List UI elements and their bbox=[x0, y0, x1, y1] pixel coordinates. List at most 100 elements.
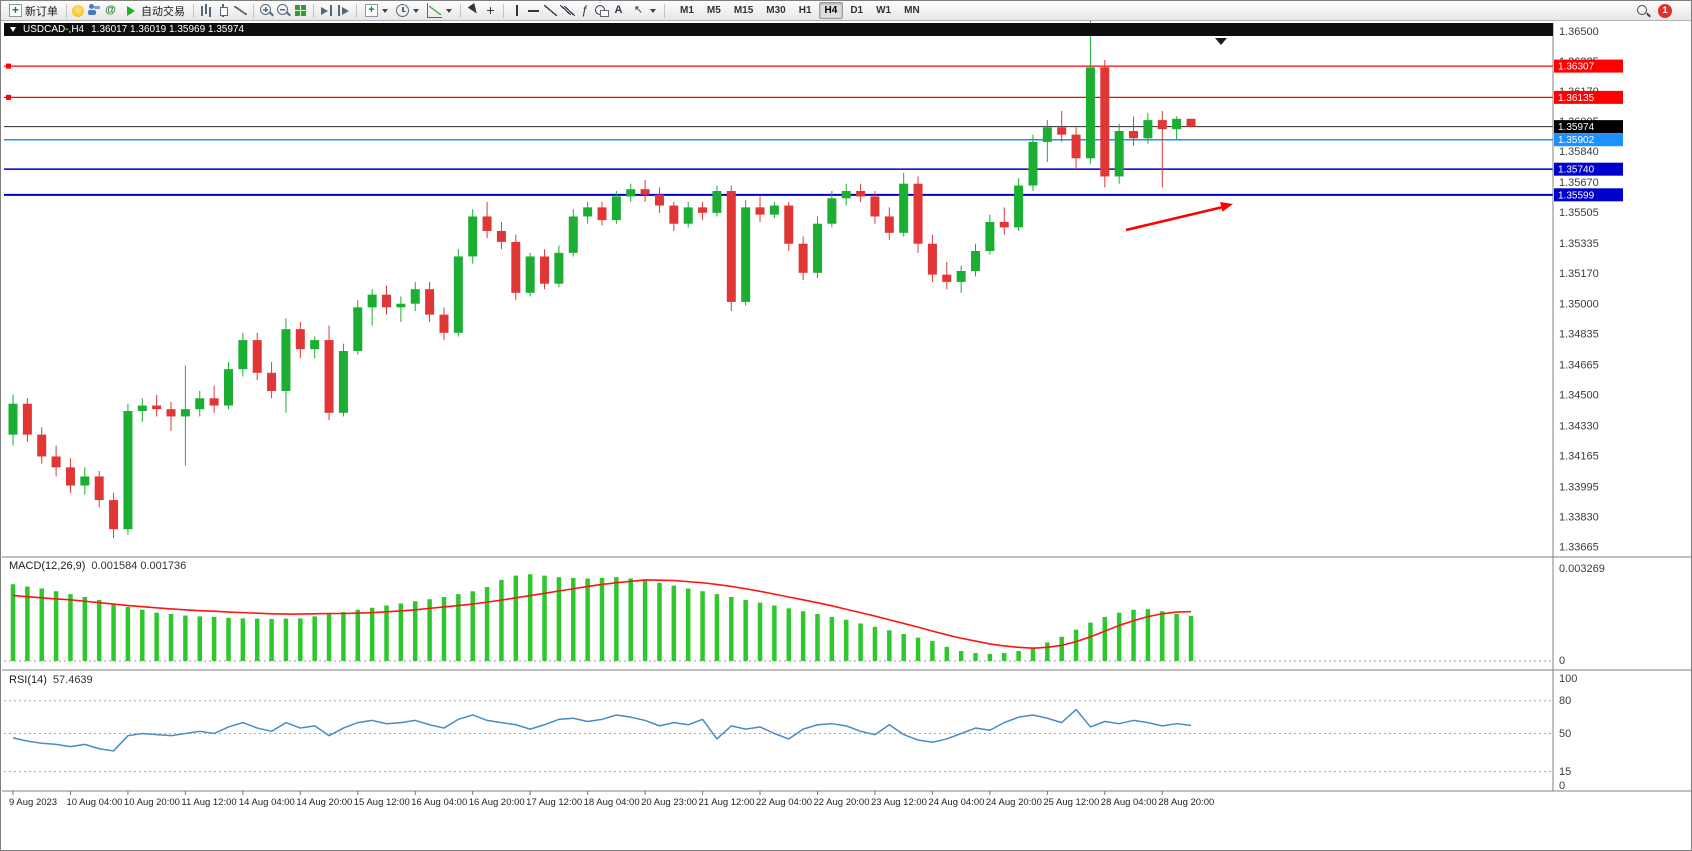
crosshair-tool-icon[interactable] bbox=[483, 3, 498, 18]
channel-tool-icon[interactable] bbox=[560, 3, 575, 18]
rsi-value: 57.4639 bbox=[52, 674, 93, 686]
new-order-button[interactable]: 新订单 bbox=[6, 2, 61, 20]
vertical-line-tool-icon[interactable] bbox=[509, 3, 524, 18]
chart-dropdown-icon[interactable] bbox=[10, 27, 16, 32]
toolbar-separator bbox=[664, 3, 665, 18]
timeframe-button-m30[interactable]: M30 bbox=[766, 5, 786, 16]
timeframe-button-m15[interactable]: M15 bbox=[733, 5, 754, 16]
chart-shift-icon[interactable] bbox=[336, 3, 351, 18]
price-axis-label: 1.34665 bbox=[1559, 360, 1599, 372]
macd-axis-label: 0 bbox=[1559, 655, 1565, 667]
autotrading-button[interactable]: 自动交易 bbox=[120, 2, 188, 20]
price-axis-label: 1.35840 bbox=[1559, 146, 1599, 158]
price-axis-label: 1.33830 bbox=[1559, 511, 1599, 523]
horizontal-line-tool-icon[interactable] bbox=[526, 3, 541, 18]
price-badge-value: 1.35974 bbox=[1558, 122, 1595, 133]
time-axis-label: 17 Aug 12:00 bbox=[526, 797, 582, 808]
timeframe-button-d1[interactable]: D1 bbox=[850, 5, 864, 16]
toolbar-separator bbox=[460, 3, 461, 18]
timeframe-button-h4[interactable]: H4 bbox=[818, 2, 844, 19]
price-badge bbox=[1554, 120, 1623, 134]
toolbar-separator bbox=[503, 3, 504, 18]
time-axis-label: 14 Aug 20:00 bbox=[296, 797, 352, 808]
fibonacci-tool-icon[interactable] bbox=[577, 3, 592, 18]
timeframe-button-m1[interactable]: M1 bbox=[680, 5, 694, 16]
price-axis-label: 1.33995 bbox=[1559, 481, 1599, 493]
shapes-tool-icon[interactable] bbox=[594, 3, 609, 18]
ideas-icon[interactable] bbox=[72, 4, 84, 17]
cursor-tool-icon[interactable] bbox=[466, 3, 481, 18]
rsi-axis-label: 100 bbox=[1559, 673, 1577, 685]
zoom-in-icon[interactable] bbox=[259, 3, 274, 18]
timeframe-button-mn[interactable]: MN bbox=[904, 5, 920, 16]
toolbar-right-group: 1 bbox=[1635, 3, 1672, 18]
chart-shift-marker bbox=[1215, 38, 1227, 45]
text-tool-icon[interactable] bbox=[611, 3, 626, 18]
price-badge bbox=[1554, 133, 1623, 147]
time-axis-label: 25 Aug 12:00 bbox=[1043, 797, 1099, 808]
rsi-axis-label: 80 bbox=[1559, 695, 1571, 707]
bar-chart-icon[interactable] bbox=[199, 3, 214, 18]
auto-scroll-icon[interactable] bbox=[319, 3, 334, 18]
time-axis-label: 11 Aug 12:00 bbox=[181, 797, 236, 808]
trend-arrow[interactable] bbox=[1125, 205, 1224, 232]
price-badge bbox=[1554, 162, 1623, 176]
trend-arrow-head[interactable] bbox=[1220, 202, 1233, 212]
periods-button[interactable] bbox=[393, 2, 422, 20]
rsi-axis-label: 15 bbox=[1559, 766, 1571, 778]
rsi-axis-label: 50 bbox=[1559, 728, 1571, 740]
indicators-button[interactable] bbox=[424, 2, 455, 20]
timeframe-button-w1[interactable]: W1 bbox=[876, 5, 892, 16]
toolbar-separator bbox=[253, 3, 254, 18]
chevron-down-icon bbox=[382, 8, 388, 13]
trendline-tool-icon[interactable] bbox=[543, 3, 558, 18]
main-toolbar: 新订单 自动交易 bbox=[1, 1, 1691, 21]
price-badge-value: 1.36307 bbox=[1558, 62, 1595, 73]
toolbar-separator bbox=[356, 3, 357, 18]
time-axis-label: 24 Aug 04:00 bbox=[928, 797, 984, 808]
price-axis-label: 1.34330 bbox=[1559, 421, 1599, 433]
line-anchor[interactable] bbox=[6, 94, 11, 100]
chart-title-bar: USDCAD-,H4 1.36017 1.36019 1.35969 1.359… bbox=[4, 23, 1553, 36]
toolbar-separator bbox=[313, 3, 314, 18]
arrows-tool-button[interactable] bbox=[628, 2, 659, 20]
timeframe-toolbar: M1 M5 M15 M30 H1 H4 D1 W1 MN bbox=[674, 2, 926, 19]
macd-values: 0.001584 0.001736 bbox=[91, 560, 187, 572]
notifications-badge[interactable]: 1 bbox=[1658, 3, 1672, 18]
price-axis-label: 1.35670 bbox=[1559, 177, 1599, 189]
rsi-name: RSI(14) bbox=[9, 674, 47, 686]
community-icon[interactable] bbox=[86, 3, 101, 18]
timeframe-button-m5[interactable]: M5 bbox=[706, 5, 721, 16]
new-chart-button[interactable] bbox=[362, 2, 391, 20]
candlestick-chart-icon[interactable] bbox=[216, 3, 231, 18]
support-icon[interactable] bbox=[103, 3, 118, 18]
clock-icon bbox=[396, 4, 409, 17]
price-axis-label: 1.35505 bbox=[1559, 207, 1599, 219]
candlestick-series bbox=[8, 12, 1196, 539]
chevron-down-icon bbox=[413, 8, 419, 13]
time-axis-label: 21 Aug 12:00 bbox=[699, 797, 755, 808]
timeframe-button-h1[interactable]: H1 bbox=[798, 5, 812, 16]
line-chart-icon[interactable] bbox=[233, 3, 248, 18]
chevron-down-icon bbox=[650, 8, 656, 13]
chart-symbol-period: USDCAD-,H4 bbox=[23, 24, 85, 35]
search-icon[interactable] bbox=[1635, 3, 1650, 18]
macd-axis-label: 0.003269 bbox=[1559, 563, 1605, 575]
toolbar-separator bbox=[66, 3, 67, 18]
tile-windows-icon[interactable] bbox=[293, 3, 308, 18]
macd-name: MACD(12,26,9) bbox=[9, 560, 86, 572]
time-axis-label: 10 Aug 04:00 bbox=[66, 797, 122, 808]
price-badge-value: 1.35740 bbox=[1558, 165, 1595, 176]
new-order-icon bbox=[9, 4, 22, 17]
time-axis-label: 15 Aug 12:00 bbox=[354, 797, 410, 808]
new-order-label: 新订单 bbox=[25, 5, 58, 18]
price-axis-label: 1.34165 bbox=[1559, 451, 1599, 463]
time-axis-label: 10 Aug 20:00 bbox=[124, 797, 180, 808]
price-badge bbox=[1554, 59, 1623, 73]
line-anchor[interactable] bbox=[6, 63, 11, 69]
chart-ohlc-values: 1.36017 1.36019 1.35969 1.35974 bbox=[91, 24, 245, 35]
chevron-down-icon bbox=[446, 8, 452, 13]
zoom-out-icon[interactable] bbox=[276, 3, 291, 18]
